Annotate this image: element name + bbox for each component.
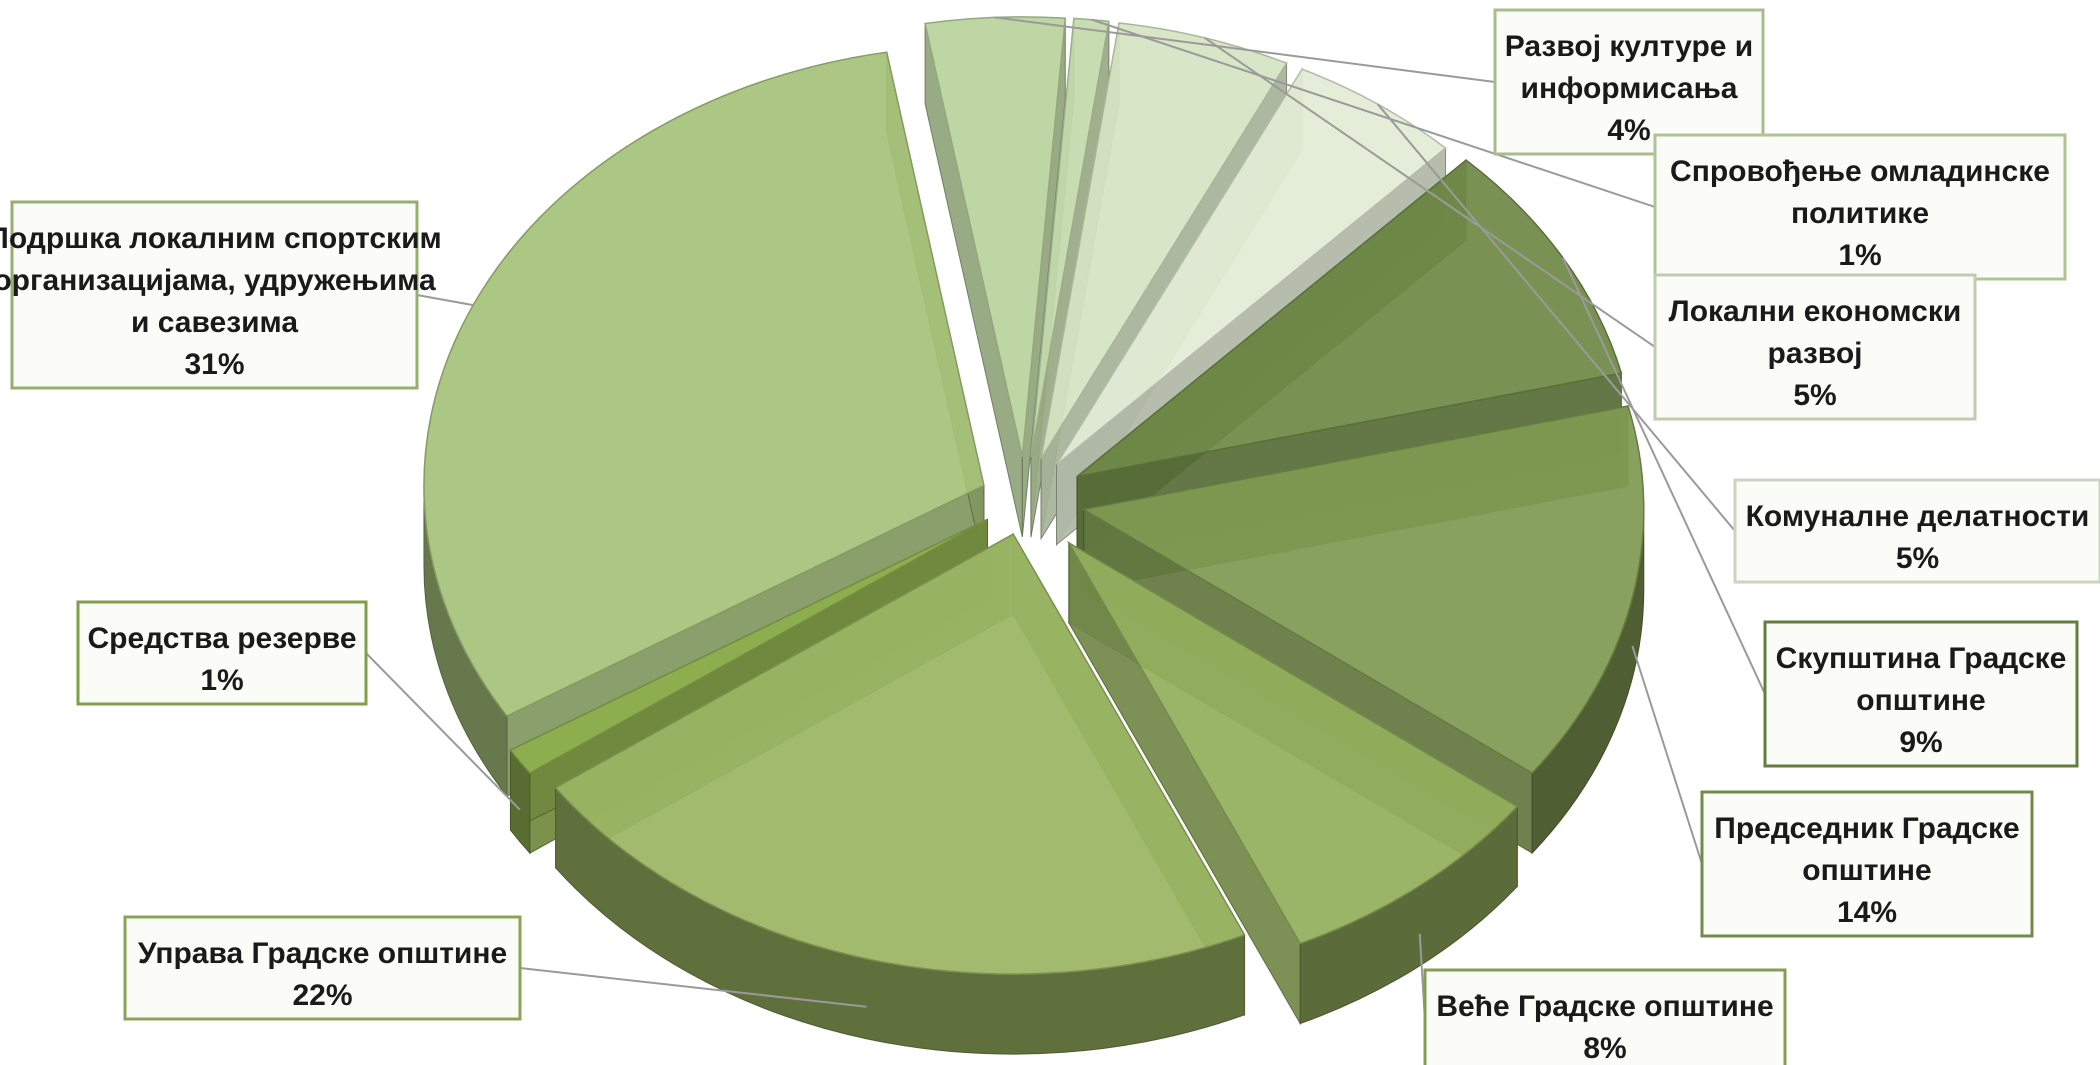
data-label-box (1423, 968, 1787, 1065)
data-label-text: Комуналне делатности (1746, 500, 2090, 533)
data-label-7: Веће Градске општине 8% (1423, 968, 1787, 1065)
data-label-value: 5% (1896, 542, 1939, 575)
data-label-value: 31% (184, 348, 244, 381)
data-label-box (76, 600, 368, 706)
data-label-box (1763, 620, 2079, 768)
slice-7-веће-градске-општине (1066, 540, 1519, 945)
data-label-value: 8% (1583, 1032, 1626, 1065)
data-label-3: Локални економски развој 5% (1653, 273, 1977, 421)
data-label-box (1653, 273, 1977, 421)
data-label-value: 14% (1837, 896, 1897, 929)
slice-8-управа-градске-општине (554, 533, 1246, 975)
data-label-10: Подршка локалним спортским организацијама… (0, 200, 442, 390)
leader-line-1 (994, 16, 1496, 83)
data-label-5: Скупштина Градске општине 9% (1763, 620, 2079, 768)
data-label-2: Спровођење омладинске политике 1% (1653, 133, 2067, 281)
data-label-text: Веће Градске општине (1436, 990, 1773, 1023)
leader-line-4 (1376, 103, 1736, 532)
data-label-value: 22% (292, 979, 352, 1012)
leader-line-6 (1631, 645, 1703, 865)
data-label-text: Подршка локалним спортским (0, 222, 442, 255)
data-label-text: општине (1856, 684, 1985, 717)
data-label-8: Управа Градске општине 22% (123, 915, 522, 1021)
slice-tops (423, 16, 1645, 975)
leader-line-5 (1562, 257, 1766, 695)
data-label-text: развој (1768, 337, 1863, 370)
data-label-text: Управа Градске општине (138, 937, 507, 970)
data-label-text: Локални економски (1669, 295, 1962, 328)
data-label-box (1653, 133, 2067, 281)
slice-10-подршка-локалним-спортским-организацијам (423, 51, 985, 717)
data-label-text: Средства резерве (87, 622, 356, 655)
leader-lines (365, 16, 1766, 1022)
leader-line-2 (1091, 18, 1656, 208)
data-label-text: и савезима (131, 306, 298, 339)
slice-9-средства-резерве (509, 518, 988, 775)
leader-line-10 (416, 294, 474, 307)
slice-6-председник-градске-општине (1081, 405, 1645, 774)
leader-line-9 (365, 652, 521, 811)
data-label-text: Скупштина Градске (1776, 642, 2067, 675)
data-label-box (10, 200, 419, 390)
data-label-text: организацијама, удружењима (0, 264, 436, 297)
slice-5-скупштина-градске-општине (1076, 159, 1623, 478)
data-label-value: 1% (200, 664, 243, 697)
data-label-text: општине (1802, 854, 1931, 887)
leader-line-8 (519, 967, 867, 1008)
data-label-1: Развој културе и информисања 4% (1493, 8, 1765, 156)
data-label-value: 1% (1838, 239, 1881, 272)
data-label-text: Спровођење омладинске (1670, 155, 2050, 188)
data-label-6: Председник Градске општине 14% (1700, 790, 2034, 938)
data-label-text: Развој културе и (1505, 30, 1754, 63)
data-label-value: 9% (1899, 726, 1942, 759)
data-label-box (1733, 478, 2100, 584)
data-label-9: Средства резерве 1% (76, 600, 368, 706)
data-label-text: информисања (1521, 72, 1738, 105)
data-label-box (1700, 790, 2034, 938)
data-label-box (123, 915, 522, 1021)
data-label-text: политике (1791, 197, 1929, 230)
data-labels: Развој културе иинформисања4%Спровођење … (0, 8, 2100, 1065)
data-label-box (1493, 8, 1765, 156)
data-label-text: Председник Градске (1714, 812, 2019, 845)
data-label-value: 4% (1607, 114, 1650, 147)
data-label-value: 5% (1793, 379, 1836, 412)
data-label-4: Комуналне делатности 5% (1733, 478, 2100, 584)
